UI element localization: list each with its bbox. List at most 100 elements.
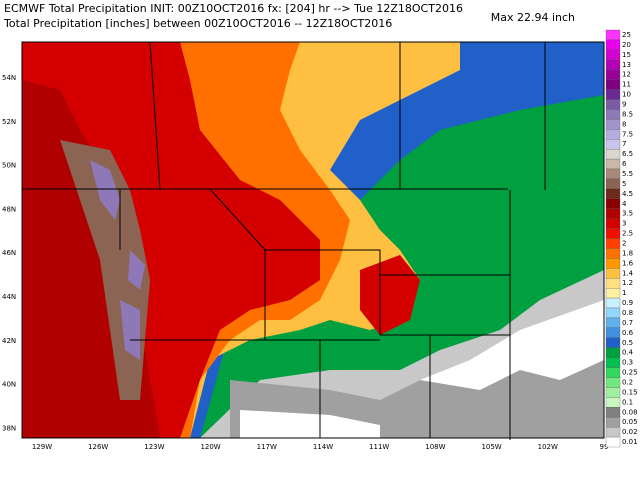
colorbar-swatch (605, 39, 621, 51)
colorbar-label: 8.5 (622, 110, 633, 118)
colorbar-swatch (605, 168, 621, 180)
title-line1: ECMWF Total Precipitation INIT: 00Z10OCT… (4, 2, 463, 15)
colorbar-label: 15 (622, 51, 631, 59)
lat-label: 46N (2, 249, 16, 257)
colorbar-swatch (605, 426, 621, 438)
lon-label: 126W (88, 443, 108, 451)
lon-label: 108W (425, 443, 445, 451)
title-line2: Total Precipitation [inches] between 00Z… (3, 17, 392, 30)
colorbar-label: 20 (622, 41, 631, 49)
colorbar-label: 8 (622, 120, 626, 128)
colorbar-label: 1 (622, 289, 626, 297)
colorbar-label: 0.5 (622, 339, 633, 347)
colorbar-swatch (605, 327, 621, 338)
colorbar-swatch (605, 387, 621, 398)
colorbar-swatch (605, 188, 621, 199)
colorbar-swatch (605, 119, 621, 130)
colorbar-swatch (605, 99, 621, 110)
colorbar-swatch (605, 49, 621, 60)
lat-label: 54N (2, 74, 16, 82)
colorbar-label: 0.01 (622, 438, 638, 446)
colorbar-swatch (605, 218, 621, 229)
colorbar-label: 5.5 (622, 170, 633, 178)
lat-label: 50N (2, 162, 16, 170)
colorbar-swatch (605, 198, 621, 209)
lat-label: 42N (2, 337, 16, 345)
colorbar-label: 25 (622, 31, 631, 39)
colorbar-swatch (605, 317, 621, 329)
colorbar-swatch (605, 417, 621, 428)
colorbar-label: 1.2 (622, 279, 633, 287)
lon-label: 117W (257, 443, 277, 451)
colorbar-label: 0.1 (622, 398, 633, 406)
colorbar-swatch (605, 436, 621, 448)
colorbar-swatch (605, 397, 621, 408)
colorbar-swatch (605, 377, 621, 388)
map-frame (21, 41, 605, 439)
colorbar-label: 4 (622, 200, 627, 208)
colorbar-label: 7 (622, 140, 626, 148)
colorbar-swatch (605, 278, 621, 289)
colorbar-label: 0.4 (622, 349, 634, 357)
colorbar-label: 0.15 (622, 388, 638, 396)
colorbar-swatch (605, 307, 621, 319)
colorbar-label: 0.9 (622, 299, 633, 307)
colorbar-swatch (605, 287, 621, 299)
colorbar-swatch (605, 297, 621, 309)
colorbar-swatch (605, 89, 621, 100)
lat-label: 40N (2, 381, 16, 389)
colorbar-label: 0.7 (622, 319, 633, 327)
colorbar-label: 2.5 (622, 230, 633, 238)
colorbar-label: 3.5 (622, 210, 633, 218)
area-purple (90, 160, 145, 360)
colorbar-label: 2 (622, 239, 626, 247)
colorbar-label: 1.8 (622, 249, 633, 257)
colorbar-swatch (605, 178, 621, 190)
colorbar-label: 6 (622, 160, 627, 168)
lon-label: 111W (369, 443, 389, 451)
colorbar-label: 0.8 (622, 309, 633, 317)
colorbar-label: 1.4 (622, 269, 634, 277)
colorbar: 2520151312111098.587.576.565.554.543.532… (605, 29, 638, 448)
colorbar-label: 0.2 (622, 378, 633, 386)
colorbar-label: 0.25 (622, 369, 638, 377)
lat-label: 48N (2, 205, 16, 213)
max-label: Max 22.94 inch (491, 11, 575, 24)
colorbar-swatch (605, 158, 621, 170)
colorbar-swatch (605, 208, 621, 219)
colorbar-label: 5 (622, 180, 626, 188)
colorbar-swatch (605, 258, 621, 269)
lat-label: 38N (2, 424, 16, 432)
colorbar-label: 9 (622, 100, 626, 108)
colorbar-label: 0.6 (622, 329, 634, 337)
colorbar-swatch (605, 59, 621, 70)
colorbar-swatch (605, 367, 621, 378)
colorbar-label: 0.3 (622, 359, 633, 367)
colorbar-label: 0.08 (622, 408, 638, 416)
colorbar-swatch (605, 139, 621, 150)
colorbar-label: 1.6 (622, 259, 634, 267)
borders (22, 41, 546, 440)
lon-labels: 129W 126W 123W 120W 117W 114W 111W 108W 105W 102W… (32, 443, 609, 451)
lon-label: 123W (144, 443, 164, 451)
colorbar-swatch (605, 347, 621, 358)
colorbar-swatch (605, 248, 621, 259)
colorbar-label: 13 (622, 61, 631, 69)
area-white-s (240, 410, 380, 438)
lon-label: 102W (538, 443, 558, 451)
colorbar-label: 6.5 (622, 150, 633, 158)
colorbar-label: 10 (622, 91, 631, 99)
colorbar-label: 7.5 (622, 130, 633, 138)
colorbar-swatch (605, 407, 621, 418)
colorbar-label: 0.02 (622, 428, 638, 436)
lon-label: 129W (32, 443, 52, 451)
colorbar-swatch (605, 69, 621, 80)
lat-label: 44N (2, 293, 16, 301)
colorbar-label: 0.05 (622, 418, 638, 426)
colorbar-swatch (605, 148, 621, 160)
colorbar-swatch (605, 129, 621, 140)
colorbar-swatch (605, 268, 621, 279)
state-lines (22, 41, 546, 440)
colorbar-label: 11 (622, 81, 631, 89)
